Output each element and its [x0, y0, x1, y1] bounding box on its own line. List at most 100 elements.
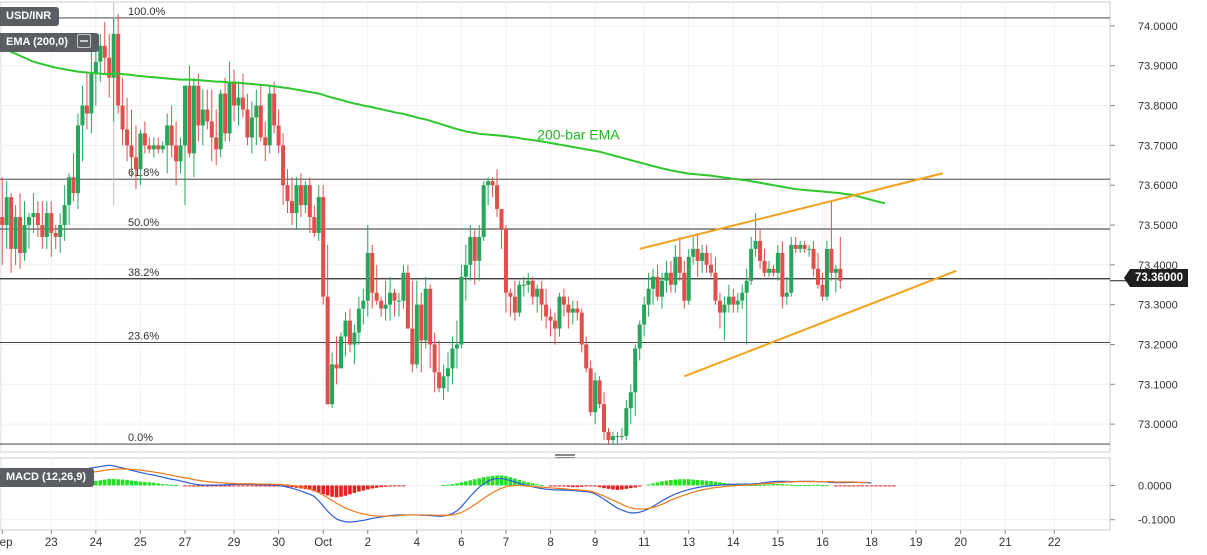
macd-histogram-bar: [602, 485, 606, 489]
macd-histogram-bar: [352, 485, 357, 493]
candle-body: [160, 145, 165, 150]
candle-body: [437, 372, 442, 389]
macd-histogram-bar: [192, 485, 196, 487]
candle-body: [169, 125, 174, 146]
candle-body: [628, 392, 633, 409]
time-tick-label: 30: [272, 537, 285, 549]
macd-histogram-bar: [151, 482, 156, 486]
price-tick-label: 73.0000: [1138, 419, 1178, 431]
candle-body: [704, 252, 709, 265]
macd-histogram-bar: [102, 479, 107, 486]
candle-body: [521, 284, 526, 286]
candle-body: [116, 33, 121, 106]
macd-histogram-bar: [682, 479, 687, 486]
candle-body: [71, 177, 76, 194]
macd-histogram-bar: [606, 485, 611, 489]
candle-body: [142, 133, 147, 146]
macd-histogram-bar: [143, 482, 147, 486]
macd-histogram-bar: [125, 479, 129, 486]
candle-body: [361, 300, 366, 309]
candle-body: [820, 284, 825, 297]
macd-histogram-bar: [392, 485, 397, 487]
candle-body: [570, 308, 575, 313]
macd-histogram-bar: [98, 480, 103, 486]
candle-body: [793, 244, 798, 249]
macd-histogram-bar: [517, 479, 522, 486]
ema-200-line: [1, 46, 886, 205]
candle-body: [388, 292, 393, 305]
macd-histogram-bar: [816, 484, 820, 486]
price-tick-label: 74.0000: [1138, 21, 1178, 33]
macd-histogram-bar: [673, 479, 678, 486]
fib-level-label: 23.6%: [128, 330, 159, 342]
macd-histogram-bar: [865, 485, 869, 487]
candle-body: [147, 145, 152, 150]
fib-level-label: 50.0%: [128, 217, 159, 229]
time-tick-label: 27: [179, 537, 192, 549]
channel-upper-line: [639, 172, 944, 250]
macd-histogram-bar: [811, 484, 816, 486]
candle-body: [356, 308, 361, 333]
candle-body: [789, 244, 794, 293]
macd-histogram-bar: [628, 485, 633, 489]
price-tick-label: 73.6000: [1138, 180, 1178, 192]
macd-histogram-bar: [250, 485, 254, 487]
candle-body: [722, 304, 727, 313]
candle-body: [22, 225, 27, 253]
macd-indicator-label[interactable]: MACD (12,26,9): [0, 468, 95, 487]
macd-histogram-bar: [312, 485, 317, 492]
macd-histogram-bar: [758, 485, 762, 487]
macd-histogram-bar: [361, 485, 366, 491]
candle-body: [744, 280, 749, 293]
collapse-icon[interactable]: [77, 34, 92, 49]
time-tick-label: 20: [954, 537, 967, 549]
candle-body: [651, 276, 656, 289]
price-tick-label: 73.8000: [1138, 101, 1178, 113]
macd-histogram-bar: [107, 478, 112, 486]
time-tick-label: 4: [414, 537, 421, 549]
macd-histogram-bar: [530, 483, 535, 486]
time-tick-label: 9: [592, 537, 598, 549]
candle-body: [125, 129, 130, 146]
candle-body: [165, 125, 170, 146]
candle-body: [824, 248, 829, 297]
macd-histogram-bar: [218, 485, 223, 487]
candle-body: [120, 105, 125, 130]
candle-body: [655, 276, 660, 297]
candle-body: [102, 45, 107, 58]
macd-histogram-bar: [134, 480, 138, 486]
candle-body: [174, 145, 179, 162]
macd-histogram-bar: [339, 485, 343, 497]
candle-body: [468, 236, 473, 265]
candle-body: [459, 276, 464, 345]
macd-signal-line: [2, 468, 868, 517]
macd-histogram-bar: [138, 481, 143, 486]
candle-body: [566, 304, 571, 313]
candle-body: [209, 121, 214, 138]
candle-body: [553, 320, 557, 329]
candle-body: [294, 185, 299, 214]
macd-histogram-bar: [597, 485, 602, 488]
time-tick-label: 25: [134, 537, 147, 549]
candle-body: [9, 197, 14, 249]
time-tick-label: Oct: [314, 537, 333, 549]
macd-histogram-bar: [397, 485, 401, 487]
candle-body: [374, 292, 379, 301]
ema-indicator-label[interactable]: EMA (200,0): [0, 33, 100, 52]
macd-histogram-bar: [379, 485, 383, 488]
candle-body: [156, 145, 161, 150]
candle-body: [285, 185, 290, 202]
candle-body: [303, 185, 308, 206]
macd-histogram-bar: [704, 480, 709, 486]
candle-body: [673, 256, 678, 285]
candle-body: [557, 296, 562, 329]
macd-histogram-bar: [330, 485, 334, 497]
macd-histogram-bar: [267, 485, 272, 487]
candle-body: [463, 264, 468, 277]
macd-histogram-bar: [611, 485, 615, 490]
candle-body: [414, 304, 419, 365]
macd-histogram-bar: [129, 480, 134, 486]
macd-histogram-bar: [111, 478, 116, 486]
candle-body: [13, 217, 18, 249]
